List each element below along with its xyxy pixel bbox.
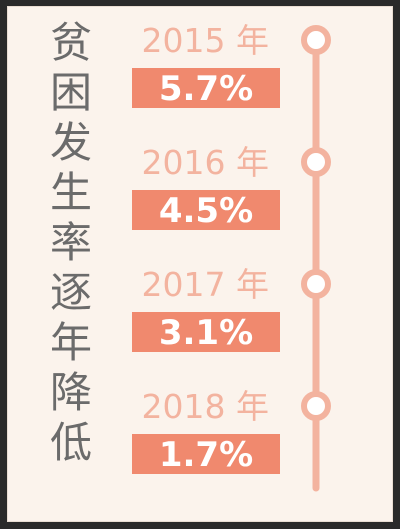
title-char-1: 困 bbox=[49, 68, 92, 117]
year-label: 2015 年 bbox=[142, 21, 269, 60]
title-char-4: 率 bbox=[49, 218, 92, 267]
title-char-8: 低 bbox=[49, 418, 92, 467]
chart-title: 贫困发生率逐年降低 bbox=[43, 18, 99, 468]
title-char-0: 贫 bbox=[49, 18, 92, 67]
value-label: 3.1% bbox=[159, 313, 253, 353]
title-char-3: 生 bbox=[49, 168, 92, 217]
value-label: 4.5% bbox=[159, 191, 253, 231]
timeline-node bbox=[301, 391, 331, 421]
timeline-node bbox=[301, 269, 331, 299]
year-label: 2018 年 bbox=[142, 387, 269, 426]
title-char-6: 年 bbox=[49, 318, 92, 367]
title-char-2: 发 bbox=[49, 118, 92, 167]
value-label: 1.7% bbox=[159, 435, 253, 475]
value-bar bbox=[132, 434, 280, 474]
title-char-7: 降 bbox=[49, 368, 92, 417]
value-bar bbox=[132, 68, 280, 108]
timeline-node bbox=[301, 147, 331, 177]
title-char-5: 逐 bbox=[49, 268, 92, 317]
year-label: 2017 年 bbox=[142, 265, 269, 304]
value-bar bbox=[132, 190, 280, 230]
value-bar bbox=[132, 312, 280, 352]
year-label: 2016 年 bbox=[142, 143, 269, 182]
timeline-node bbox=[301, 25, 331, 55]
value-label: 5.7% bbox=[159, 69, 253, 109]
